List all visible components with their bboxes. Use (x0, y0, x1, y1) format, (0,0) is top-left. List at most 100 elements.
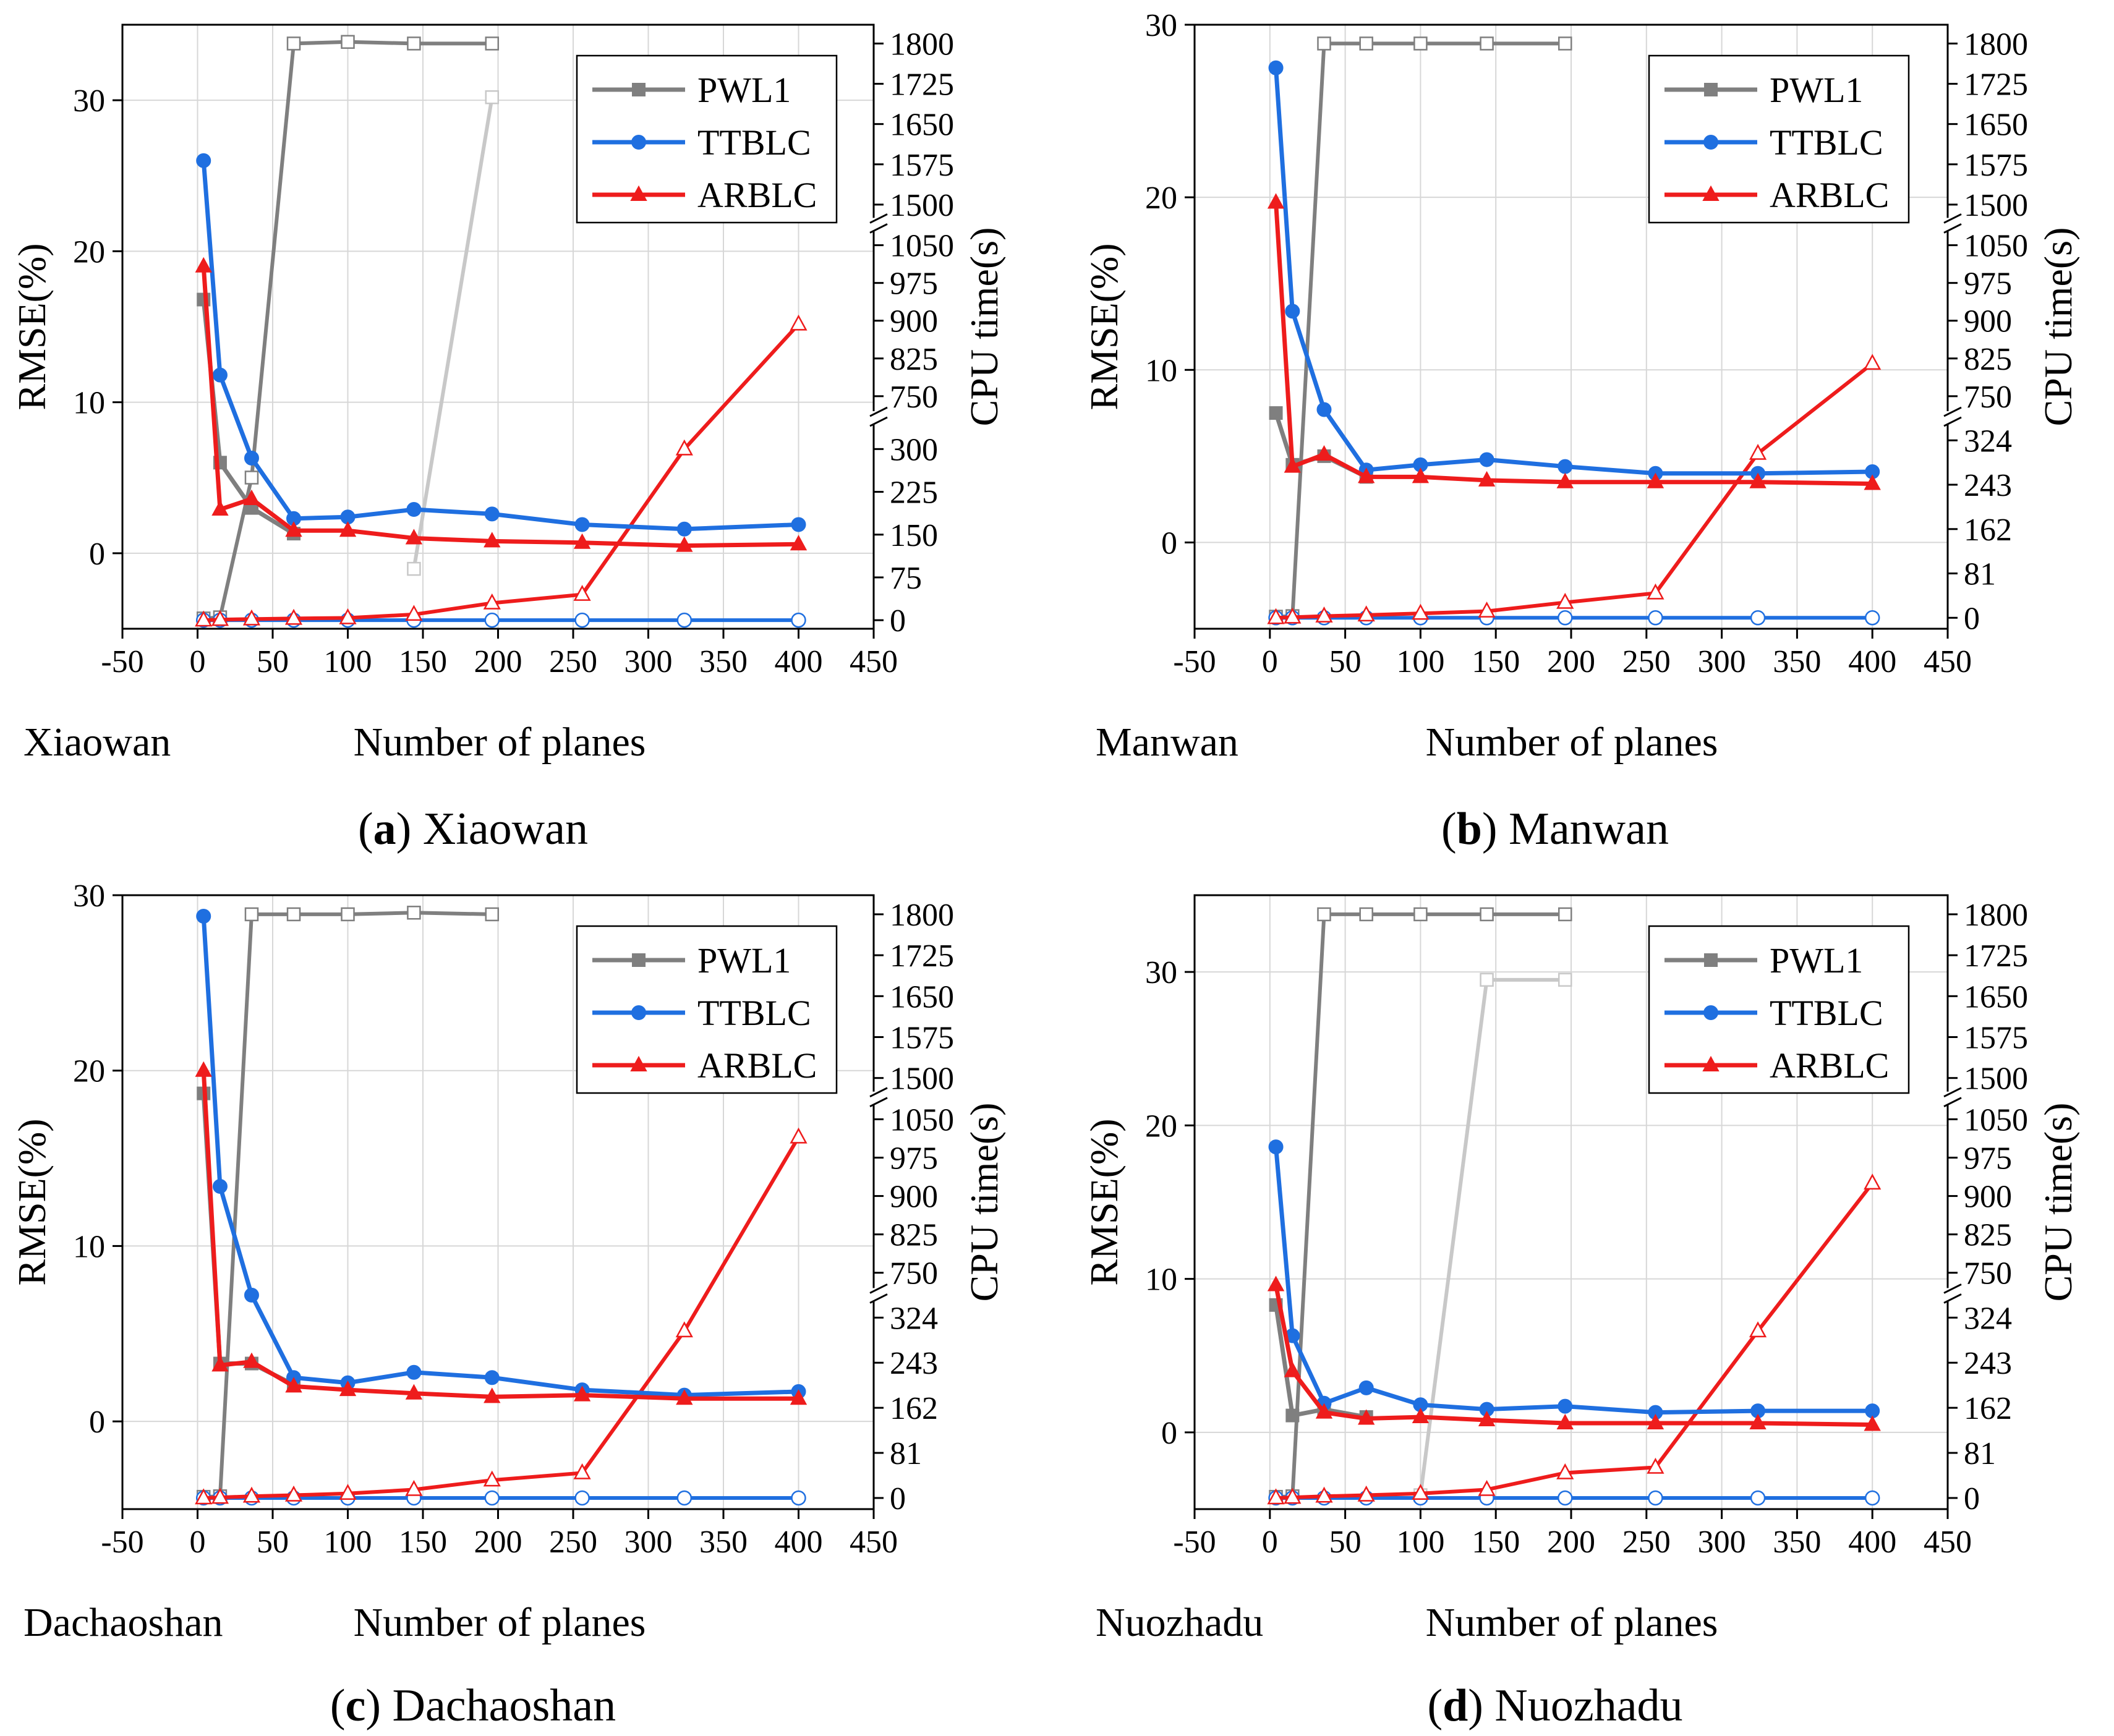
data-point (211, 1356, 229, 1372)
y-tick-label: 20 (1145, 1108, 1177, 1144)
y2-tick-label: 1650 (1964, 979, 2028, 1015)
data-point (1413, 907, 1428, 922)
data-point (1317, 907, 1331, 922)
y2-tick-label: 1800 (890, 27, 954, 62)
y-tick-label: 30 (1145, 955, 1177, 990)
y-tick-label: 10 (1145, 1262, 1177, 1298)
legend-label: TTBLC (1770, 122, 1883, 163)
x-tick-label: 300 (624, 644, 673, 679)
chart-panel-dachaoshan: -50 0 50 100 150 200 250 300 350 400 4500102030081… (10, 879, 1006, 1645)
data-point (484, 612, 500, 628)
data-point (1703, 135, 1718, 150)
data-point (1267, 608, 1285, 624)
axis-break-gap (1945, 1091, 1964, 1104)
y2-tick-label: 150 (890, 518, 938, 553)
y-axis-left: 0 10 20 30 (73, 879, 122, 1440)
data-point (406, 1364, 422, 1380)
x-tick-label: 450 (850, 1525, 898, 1560)
x-tick-label: 200 (474, 1525, 522, 1560)
legend-label: TTBLC (697, 993, 811, 1033)
y-tick-label: 0 (1161, 525, 1177, 561)
x-tick-label: -50 (101, 644, 143, 679)
data-point (573, 1385, 591, 1402)
data-point (630, 185, 647, 201)
x-tick-label: 350 (1773, 644, 1821, 679)
y-tick-label: 30 (1145, 8, 1177, 43)
legend-label: ARBLC (1770, 1045, 1889, 1086)
x-tick-label: 100 (324, 1525, 372, 1560)
y2-tick-label: 1650 (890, 979, 954, 1015)
y2-tick-label: 975 (890, 1141, 938, 1176)
y2-tick-label: 825 (890, 342, 938, 377)
data-point (574, 1490, 590, 1506)
axis-break-mark (1943, 223, 1962, 234)
x-tick-label: 0 (1262, 1525, 1278, 1560)
data-point (407, 905, 421, 920)
rmse-line-arblc (201, 1070, 799, 1401)
rmse-series (195, 909, 808, 1405)
y2-tick-label: 1050 (1964, 229, 2028, 264)
x-tick-label: 300 (1698, 1525, 1746, 1560)
y-tick-label: 0 (89, 537, 105, 572)
x-tick-label: 450 (1924, 1525, 1972, 1560)
caption-title: Nuozhadu (1483, 1680, 1683, 1731)
y2-tick-label: 750 (1964, 1256, 2012, 1291)
data-point (1358, 1380, 1374, 1395)
data-point (1315, 606, 1333, 623)
x-tick-label: 350 (699, 1525, 748, 1560)
data-point (1647, 583, 1664, 600)
rmse-line-pwl1 (1274, 1304, 1367, 1419)
legend-label: PWL1 (697, 940, 791, 981)
x-tick-label: 400 (775, 644, 823, 679)
data-point (196, 153, 211, 168)
data-point (1479, 452, 1494, 467)
data-point (211, 610, 229, 626)
y2-tick-label: 900 (1964, 304, 2012, 339)
y2-tick-label: 162 (1964, 513, 2012, 548)
data-point (676, 612, 693, 628)
axis-break-gap (871, 411, 890, 424)
legend: PWL1 TTBLC ARBLC (576, 54, 838, 224)
data-point (631, 1005, 646, 1020)
data-point (1267, 1275, 1285, 1291)
data-point (212, 1178, 228, 1194)
y2-tick-label: 975 (1964, 266, 2012, 302)
y2-tick-label: 0 (890, 603, 906, 639)
station-label: Dachaoshan (23, 1600, 223, 1645)
cpu-series (195, 35, 808, 628)
data-point (1480, 907, 1494, 922)
rmse-line-ttblc (201, 916, 799, 1398)
y2-tick-label: 1800 (1964, 898, 2028, 933)
y-tick-label: 30 (73, 879, 105, 914)
data-point (791, 1490, 806, 1506)
x-tick-label: -50 (101, 1525, 143, 1560)
x-tick-label: 0 (190, 1525, 206, 1560)
data-point (341, 35, 355, 49)
data-point (676, 1490, 693, 1506)
x-axis: -50 0 50 100 150 200 250 300 350 400 450 (1173, 629, 1972, 679)
y2-tick-label: 1575 (1964, 148, 2028, 183)
y2-tick-label: 750 (1964, 380, 2012, 415)
rmse-line-ttblc (1274, 67, 1873, 476)
data-point (1268, 60, 1284, 75)
data-point (1284, 457, 1302, 473)
y2-tick-label: 162 (1964, 1391, 2012, 1426)
y2-tick-label: 0 (890, 1481, 906, 1517)
data-point (1285, 1408, 1300, 1423)
x-tick-label: 0 (190, 644, 206, 679)
y2-tick-label: 1725 (890, 67, 954, 103)
caption-a: (a) Xiaowan (358, 804, 588, 854)
data-point (1317, 36, 1331, 51)
x-tick-label: 200 (1547, 1525, 1595, 1560)
caption-letter: b (1457, 804, 1482, 854)
data-point (1558, 1398, 1573, 1414)
cpu-line-arblc (203, 1136, 801, 1500)
y2-tick-label: 1650 (890, 108, 954, 143)
data-point (1315, 1403, 1333, 1419)
axis-break-mark (1943, 1293, 1962, 1304)
x-tick-label: 350 (1773, 1525, 1821, 1560)
data-point (573, 585, 591, 601)
data-point (244, 907, 259, 922)
y2-axis-title: CPU time(s) (2036, 1103, 2080, 1302)
